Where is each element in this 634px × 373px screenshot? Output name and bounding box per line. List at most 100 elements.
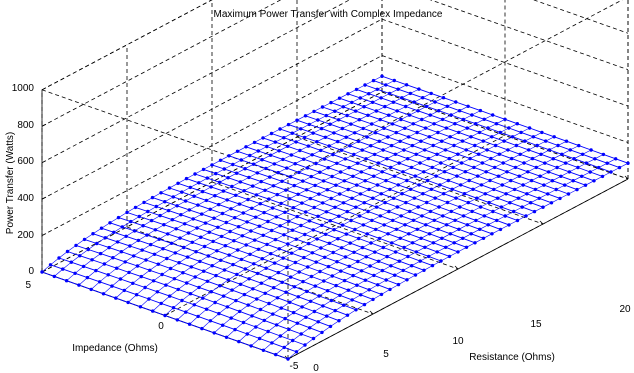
data-point — [119, 250, 124, 254]
data-point — [211, 239, 215, 244]
data-point — [303, 232, 307, 237]
data-point — [224, 335, 229, 339]
data-point — [291, 338, 295, 343]
data-point — [389, 165, 393, 170]
data-point — [356, 259, 360, 264]
data-point — [243, 267, 247, 271]
z-tick — [41, 233, 47, 236]
data-point — [290, 131, 294, 135]
data-point — [163, 200, 167, 204]
data-point — [387, 209, 391, 214]
data-point — [224, 220, 228, 225]
data-point — [459, 161, 464, 165]
data-point — [175, 318, 179, 322]
data-point — [542, 183, 546, 187]
data-point — [208, 207, 212, 211]
data-point — [103, 236, 108, 240]
data-point — [447, 254, 452, 259]
data-point — [285, 166, 289, 170]
data-point — [212, 216, 216, 220]
z-tick — [41, 123, 47, 127]
data-point — [191, 217, 195, 221]
data-point — [222, 167, 226, 171]
data-point — [86, 247, 91, 252]
data-point — [231, 262, 235, 267]
data-point — [90, 258, 94, 262]
data-point — [334, 283, 338, 288]
data-point — [404, 104, 408, 109]
data-point — [470, 113, 474, 117]
data-point — [78, 254, 82, 258]
data-point — [133, 205, 138, 210]
data-point — [541, 205, 545, 209]
data-point — [343, 255, 348, 259]
data-point — [416, 109, 420, 113]
data-point — [406, 157, 410, 161]
data-point — [313, 284, 317, 288]
data-point — [250, 314, 254, 318]
data-point — [229, 207, 233, 211]
data-point — [359, 293, 363, 297]
data-point — [378, 214, 383, 218]
data-point — [530, 156, 535, 161]
data-point — [437, 109, 441, 113]
data-point — [540, 130, 544, 135]
data-point — [221, 323, 225, 327]
data-point — [307, 219, 312, 223]
data-point — [160, 272, 164, 277]
data-point — [583, 183, 588, 187]
data-point — [339, 269, 343, 273]
data-point — [320, 223, 324, 227]
data-point — [206, 254, 211, 258]
data-point — [527, 148, 531, 152]
data-point — [469, 232, 473, 236]
data-point — [478, 205, 483, 209]
data-point — [442, 170, 447, 174]
data-point — [529, 178, 534, 183]
data-point — [184, 310, 188, 314]
data-point — [572, 157, 576, 161]
data-point — [521, 183, 525, 187]
data-point — [292, 285, 297, 289]
data-point — [419, 139, 423, 143]
data-point — [357, 214, 362, 218]
data-point — [449, 113, 453, 117]
data-point — [251, 287, 255, 291]
data-point — [605, 161, 609, 165]
data-point — [538, 174, 542, 178]
data-point — [120, 225, 125, 229]
x-axis-label: Resistance (Ohms) — [469, 352, 555, 363]
data-point — [398, 139, 402, 143]
data-point — [380, 170, 384, 174]
data-point — [73, 271, 77, 275]
data-point — [405, 278, 409, 282]
data-point — [134, 293, 139, 297]
data-point — [502, 139, 506, 143]
data-point — [366, 113, 370, 118]
data-point — [256, 247, 261, 251]
data-point — [132, 254, 136, 258]
data-point — [432, 218, 436, 222]
data-point — [306, 265, 310, 269]
data-point — [445, 104, 449, 109]
data-point — [312, 109, 316, 114]
data-point — [217, 202, 221, 207]
data-point — [398, 236, 402, 240]
data-point — [245, 332, 249, 336]
data-point — [310, 153, 314, 157]
data-point — [460, 139, 465, 143]
data-point — [57, 256, 61, 260]
data-point — [341, 201, 346, 205]
data-point — [371, 297, 375, 302]
data-point — [322, 157, 327, 161]
data-point — [500, 183, 504, 187]
data-point — [115, 266, 119, 270]
data-point — [176, 287, 180, 292]
data-point — [510, 135, 515, 139]
data-point — [329, 100, 333, 105]
data-point — [326, 264, 331, 269]
data-point — [321, 304, 325, 308]
data-point — [146, 209, 150, 214]
data-point — [192, 194, 196, 198]
data-point — [309, 274, 314, 279]
